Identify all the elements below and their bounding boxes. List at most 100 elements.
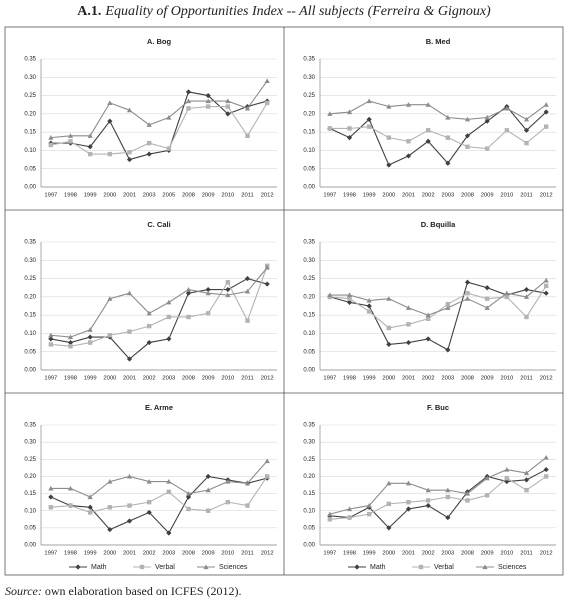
legend-label: Verbal <box>155 564 175 571</box>
marker <box>245 318 250 323</box>
x-tick-label: 1998 <box>343 376 356 382</box>
marker <box>445 135 451 140</box>
x-tick-label: 2008 <box>182 376 195 382</box>
marker <box>205 104 211 109</box>
marker <box>244 288 251 294</box>
series-line <box>50 267 268 338</box>
x-tick-label: 2012 <box>540 193 553 199</box>
y-tick-label: 0.15 <box>24 491 36 497</box>
marker <box>445 514 451 521</box>
marker <box>146 151 152 157</box>
source-label: Source: <box>5 584 42 598</box>
marker <box>445 160 451 166</box>
series-line <box>329 281 547 351</box>
x-tick-label: 2009 <box>481 193 494 199</box>
x-tick-label: 2010 <box>500 376 513 382</box>
x-tick-label: 2001 <box>123 376 136 382</box>
marker <box>484 146 490 151</box>
x-tick-label: 2001 <box>402 551 415 557</box>
marker <box>68 344 73 349</box>
y-tick-label: 0.30 <box>24 75 36 81</box>
marker <box>327 292 333 298</box>
marker <box>186 106 191 111</box>
x-tick-label: 1998 <box>64 551 77 557</box>
marker <box>386 480 392 486</box>
x-tick-label: 2010 <box>500 193 513 199</box>
marker <box>205 311 211 316</box>
x-tick-label: 2009 <box>202 193 215 199</box>
marker <box>425 102 431 107</box>
marker <box>185 494 192 500</box>
y-tick-label: 0.00 <box>24 543 36 549</box>
chart-title: C. Cali <box>147 220 170 229</box>
y-tick-label: 0.05 <box>303 166 315 172</box>
marker <box>107 151 113 157</box>
marker <box>386 341 392 347</box>
marker <box>484 475 490 481</box>
y-tick-label: 0.00 <box>303 368 315 374</box>
x-tick-label: 2012 <box>540 376 553 382</box>
marker <box>166 146 172 151</box>
y-tick-label: 0.00 <box>24 185 36 191</box>
marker <box>346 299 353 305</box>
marker <box>225 104 231 109</box>
marker <box>185 89 192 95</box>
y-tick-label: 0.35 <box>303 57 315 63</box>
marker <box>48 342 54 347</box>
legend-label: Sciences <box>219 564 248 571</box>
marker <box>166 114 172 120</box>
x-tick-label: 2011 <box>241 193 253 199</box>
legend-marker <box>139 564 145 570</box>
marker <box>347 126 352 131</box>
x-tick-label: 2011 <box>520 193 532 199</box>
marker <box>264 458 270 464</box>
marker <box>366 98 372 104</box>
y-tick-label: 0.30 <box>303 440 315 446</box>
x-tick-label: 1998 <box>64 193 77 199</box>
series-line <box>329 100 547 120</box>
marker <box>346 109 353 115</box>
y-tick-label: 0.25 <box>24 276 36 282</box>
marker <box>327 517 333 522</box>
figure-title-text: Equality of Opportunities Index -- All s… <box>104 4 491 19</box>
marker <box>146 323 152 329</box>
marker <box>386 135 392 140</box>
x-tick-label: 2001 <box>402 376 415 382</box>
x-tick-label: 2002 <box>422 551 435 557</box>
marker <box>504 475 510 481</box>
series-line <box>50 80 268 139</box>
x-tick-label: 1999 <box>363 376 376 382</box>
x-tick-label: 2000 <box>103 193 116 199</box>
marker <box>225 499 231 505</box>
x-tick-label: 1999 <box>363 551 376 557</box>
x-tick-label: 2000 <box>382 551 395 557</box>
marker <box>484 285 490 291</box>
y-tick-label: 0.25 <box>24 93 36 99</box>
y-tick-label: 0.35 <box>303 240 315 246</box>
marker <box>48 332 54 338</box>
marker <box>484 493 490 498</box>
marker <box>107 333 113 338</box>
y-tick-label: 0.15 <box>303 491 315 497</box>
x-tick-label: 2001 <box>123 193 136 199</box>
marker <box>244 275 251 282</box>
marker <box>386 296 392 301</box>
x-tick-label: 2012 <box>261 376 274 382</box>
marker <box>48 485 54 491</box>
marker <box>126 156 133 163</box>
legend-marker <box>482 564 488 570</box>
series-line <box>329 475 547 520</box>
series-line <box>50 277 268 360</box>
marker <box>327 111 333 116</box>
marker <box>225 478 231 484</box>
x-tick-label: 2000 <box>103 551 116 557</box>
x-tick-label: 2010 <box>221 193 234 199</box>
marker <box>146 140 152 146</box>
series-line <box>329 469 547 529</box>
marker <box>205 92 211 99</box>
x-tick-label: 2009 <box>481 551 494 557</box>
series-line <box>50 475 268 534</box>
marker <box>504 466 510 472</box>
marker <box>48 336 54 342</box>
